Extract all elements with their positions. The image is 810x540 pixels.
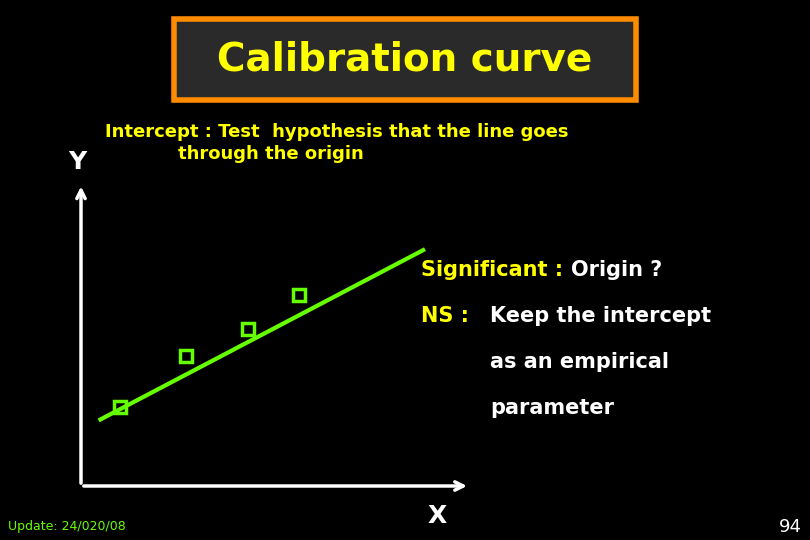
Text: Update: 24/020/08: Update: 24/020/08 [8,520,126,533]
Text: Calibration curve: Calibration curve [217,40,593,78]
FancyBboxPatch shape [174,19,636,100]
Text: Intercept : Test  hypothesis that the line goes: Intercept : Test hypothesis that the lin… [105,123,569,141]
Text: Significant :: Significant : [421,260,570,280]
Text: X: X [428,504,447,528]
Text: as an empirical: as an empirical [490,352,669,372]
Text: 94: 94 [779,517,802,536]
Text: NS :: NS : [421,306,476,326]
Text: Keep the intercept: Keep the intercept [490,306,711,326]
Text: through the origin: through the origin [178,145,364,163]
Text: Origin ?: Origin ? [571,260,663,280]
Text: parameter: parameter [490,397,614,418]
Text: Y: Y [68,150,86,174]
